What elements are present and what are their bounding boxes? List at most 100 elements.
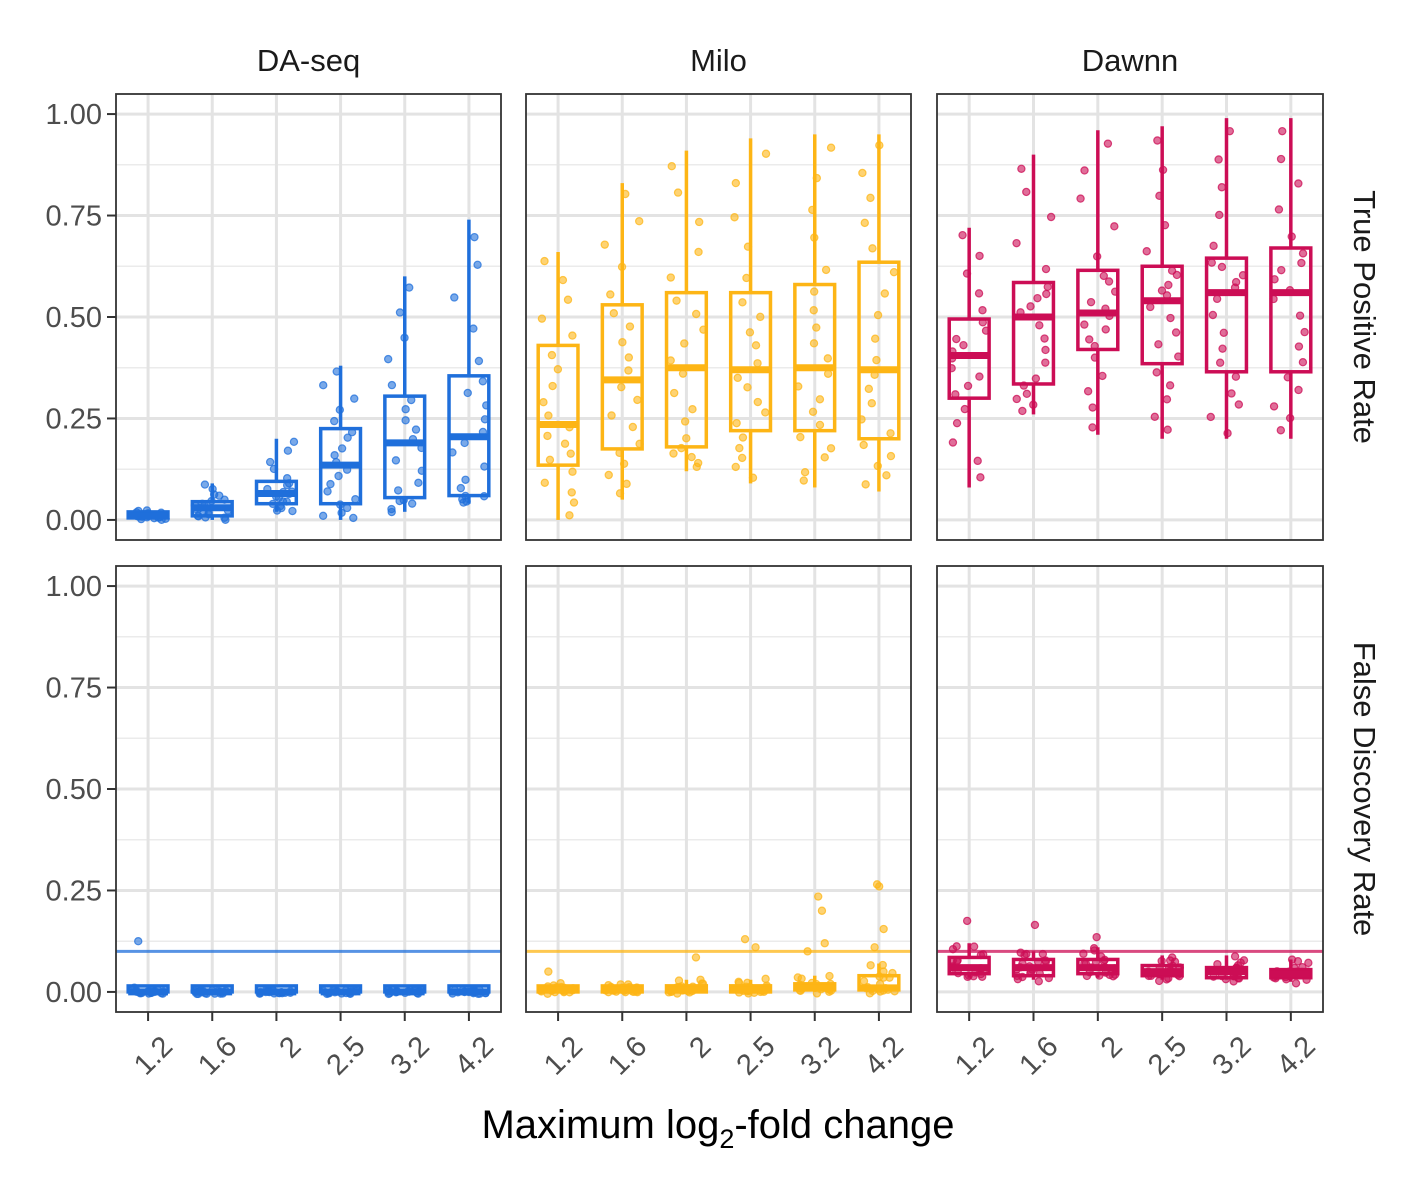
data-point [473, 260, 482, 270]
data-point [815, 395, 825, 404]
data-point [265, 457, 275, 467]
data-point [1040, 334, 1049, 343]
x-tick-label: 2.5 [731, 1030, 782, 1081]
data-point [693, 458, 703, 468]
data-point [200, 480, 210, 489]
outlier-point [544, 967, 553, 976]
data-point [1158, 165, 1168, 175]
data-point [606, 290, 615, 299]
data-point [1090, 353, 1100, 362]
data-point [1208, 310, 1218, 320]
data-point [1153, 136, 1162, 145]
data-point [669, 449, 678, 458]
y-tick-label: 0.75 [46, 673, 102, 705]
data-point [1012, 394, 1021, 404]
data-point [1212, 294, 1222, 304]
data-point [1142, 247, 1151, 256]
y-tick-label: 0.75 [46, 201, 102, 233]
data-point [800, 467, 810, 477]
data-point [796, 432, 805, 442]
data-point [318, 511, 328, 521]
data-point [1086, 297, 1096, 307]
y-tick-label: 0.25 [46, 403, 102, 435]
data-point [735, 443, 744, 453]
outlier-point [874, 882, 884, 891]
data-point [826, 444, 836, 453]
box-true-positive-rate-milo-4-2 [857, 260, 901, 441]
data-point [696, 975, 705, 984]
x-tick-label: 2.5 [1142, 1030, 1193, 1081]
data-point [1287, 955, 1297, 964]
data-point [1083, 387, 1093, 396]
data-point [208, 484, 217, 494]
data-point [820, 453, 829, 462]
data-point [456, 483, 466, 493]
data-point [1080, 166, 1089, 175]
x-tick-label: 1.2 [949, 1030, 1000, 1081]
data-point [1146, 302, 1155, 312]
data-point [537, 314, 547, 323]
y-tick-label: 0.25 [46, 875, 102, 907]
data-point [387, 380, 397, 390]
data-point [1029, 400, 1038, 409]
data-point [694, 247, 703, 257]
box-true-positive-rate-dawnn-2-5 [1140, 264, 1184, 366]
data-point [277, 503, 286, 513]
outlier-point [740, 934, 750, 944]
data-point [1103, 139, 1113, 148]
x-tick-label: 1.2 [538, 1030, 589, 1081]
data-point [748, 473, 758, 482]
data-point [731, 178, 741, 188]
data-point [618, 338, 627, 347]
data-point [343, 433, 352, 442]
data-point [738, 433, 748, 442]
y-tick-label: 0.00 [46, 505, 102, 537]
data-point [1041, 264, 1051, 274]
data-point [323, 487, 332, 496]
data-point [326, 479, 335, 489]
data-point [808, 205, 817, 215]
data-point [567, 488, 576, 497]
data-point [1088, 403, 1097, 412]
data-point [635, 217, 644, 226]
data-point [615, 489, 625, 498]
data-point [1042, 289, 1051, 299]
data-point [1227, 389, 1236, 398]
data-point [751, 341, 761, 350]
data-point [540, 256, 549, 266]
data-point [1022, 187, 1031, 197]
data-point [1234, 400, 1244, 409]
x-tick-label: 1.6 [192, 1030, 243, 1081]
data-point [753, 397, 763, 407]
data-point [560, 439, 570, 448]
data-point [395, 308, 405, 317]
data-point [1215, 358, 1225, 367]
data-point [866, 193, 875, 203]
data-point [673, 188, 683, 197]
data-point [1157, 956, 1166, 966]
x-tick-label: 3.2 [1206, 1030, 1257, 1081]
data-point [812, 323, 821, 332]
data-point [1217, 183, 1227, 192]
data-point [889, 267, 899, 277]
data-point [1089, 943, 1099, 953]
data-point [351, 495, 360, 504]
data-point [628, 422, 638, 432]
data-point [826, 143, 836, 152]
data-point [859, 440, 868, 450]
data-point [1163, 425, 1172, 434]
data-point [761, 408, 770, 417]
data-point [330, 416, 339, 426]
data-point [548, 381, 557, 391]
data-point [878, 960, 887, 970]
data-point [1079, 949, 1088, 958]
x-axis-title: Maximum log2-fold change [481, 1103, 954, 1154]
data-point [873, 461, 882, 471]
data-point [1085, 335, 1094, 344]
data-point [1165, 381, 1175, 390]
data-point [952, 334, 961, 344]
data-point [1160, 220, 1170, 230]
box-true-positive-rate-dawnn-1-6 [1011, 280, 1056, 386]
data-point [1291, 979, 1301, 988]
